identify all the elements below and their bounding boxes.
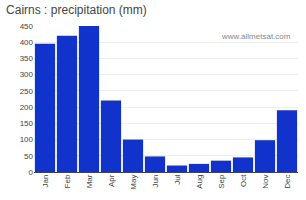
svg-text:200: 200	[20, 103, 34, 112]
svg-text:Apr: Apr	[107, 174, 116, 187]
svg-text:Jun: Jun	[151, 175, 160, 188]
svg-text:300: 300	[20, 70, 34, 79]
svg-text:www.allmetsat.com: www.allmetsat.com	[221, 32, 291, 41]
svg-text:250: 250	[20, 87, 34, 96]
svg-text:0: 0	[29, 168, 34, 177]
svg-text:Feb: Feb	[63, 174, 72, 188]
svg-text:50: 50	[24, 152, 33, 161]
svg-text:Jan: Jan	[41, 175, 50, 188]
svg-text:Nov: Nov	[261, 175, 270, 189]
svg-text:Oct: Oct	[239, 174, 248, 187]
svg-text:100: 100	[20, 135, 34, 144]
svg-text:Cairns : precipitation (mm): Cairns : precipitation (mm)	[6, 3, 147, 17]
svg-text:Jul: Jul	[173, 174, 182, 184]
svg-text:400: 400	[20, 38, 34, 47]
svg-text:450: 450	[20, 22, 34, 31]
svg-text:Mar: Mar	[85, 174, 94, 188]
svg-text:Aug: Aug	[195, 175, 204, 189]
svg-text:150: 150	[20, 119, 34, 128]
svg-text:Dec: Dec	[283, 175, 292, 189]
svg-text:Sep: Sep	[217, 174, 226, 189]
svg-text:350: 350	[20, 54, 34, 63]
svg-text:May: May	[129, 175, 138, 190]
